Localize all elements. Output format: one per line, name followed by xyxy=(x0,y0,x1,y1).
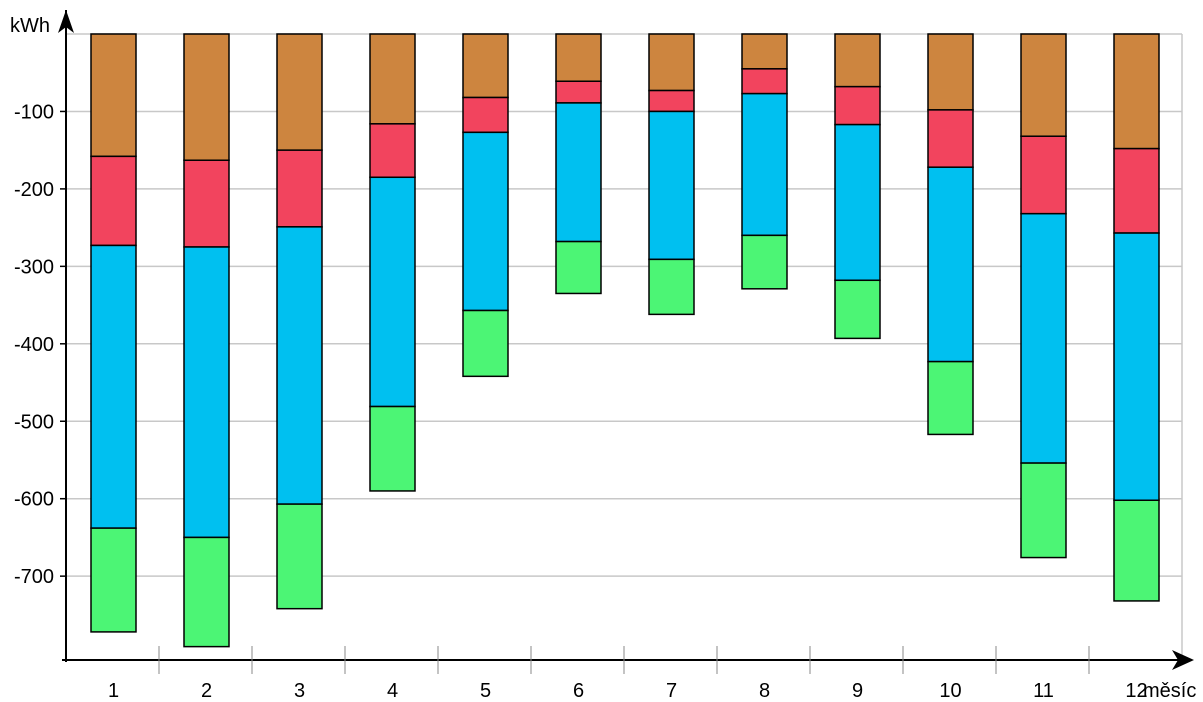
bar-stack xyxy=(276,33,323,610)
bar-stack xyxy=(834,33,881,340)
bar-segment xyxy=(741,234,788,290)
bar-segment xyxy=(90,155,137,247)
x-tick-label: 11 xyxy=(1033,680,1054,702)
x-tick-label: 2 xyxy=(201,680,212,702)
bar-segment xyxy=(462,131,509,312)
bar-segment xyxy=(462,33,509,99)
bar-segment xyxy=(1020,212,1067,464)
bar-segment xyxy=(183,536,230,648)
y-tick-label: -700 xyxy=(14,566,54,588)
bar-segment xyxy=(834,85,881,126)
x-tick-label: 4 xyxy=(387,680,398,702)
y-tick-label: -300 xyxy=(14,256,54,278)
y-tick-label: -200 xyxy=(14,179,54,201)
bar-segment xyxy=(648,110,695,261)
bar-segment xyxy=(1113,33,1160,150)
bar-segment xyxy=(90,527,137,633)
y-axis-arrow-icon xyxy=(58,10,74,33)
bar-segment xyxy=(1020,135,1067,215)
x-tick-label: 1 xyxy=(108,680,119,702)
bar-segment xyxy=(276,33,323,151)
bar-stacks xyxy=(90,33,1160,648)
bar-segment xyxy=(183,246,230,539)
bar-segment xyxy=(927,166,974,363)
bar-segment xyxy=(1113,499,1160,602)
bar-segment xyxy=(276,226,323,505)
bar-stack xyxy=(462,33,509,378)
bar-segment xyxy=(648,258,695,316)
bar-segment xyxy=(276,503,323,610)
bar-segment xyxy=(555,102,602,243)
y-tick-label: -500 xyxy=(14,411,54,433)
bar-segment xyxy=(927,109,974,168)
bar-segment xyxy=(1113,232,1160,501)
bar-segment xyxy=(90,244,137,529)
bar-segment xyxy=(462,96,509,134)
bar-segment xyxy=(462,309,509,378)
bar-segment xyxy=(555,240,602,295)
bar-segment xyxy=(555,80,602,104)
x-tick-label: 7 xyxy=(666,680,677,702)
bar-segment xyxy=(741,33,788,70)
axes: kWh měsíc xyxy=(10,10,1196,702)
bar-stack xyxy=(369,33,416,492)
bar-stack xyxy=(1113,33,1160,602)
bar-segment xyxy=(183,159,230,248)
bar-segment xyxy=(1113,147,1160,234)
bar-segment xyxy=(555,33,602,82)
x-tick-label: 10 xyxy=(939,680,961,702)
bar-segment xyxy=(90,33,137,158)
bar-stack xyxy=(927,33,974,436)
bar-segment xyxy=(741,92,788,237)
bar-segment xyxy=(1020,462,1067,559)
x-axis-title: měsíc xyxy=(1143,680,1196,702)
bar-segment xyxy=(648,89,695,113)
x-tick-label: 12 xyxy=(1125,680,1147,702)
y-tick-label: -600 xyxy=(14,489,54,511)
bar-segment xyxy=(369,176,416,408)
bar-segment xyxy=(276,149,323,228)
bar-segment xyxy=(648,33,695,92)
x-tick-label: 9 xyxy=(852,680,863,702)
bar-stack xyxy=(90,33,137,633)
bar-stack xyxy=(1020,33,1067,559)
x-axis-arrow-icon xyxy=(1172,650,1194,670)
y-axis-title: kWh xyxy=(10,15,50,37)
gridlines xyxy=(66,33,1183,660)
bar-segment xyxy=(927,33,974,111)
y-tick-label: -100 xyxy=(14,101,54,123)
x-tick-label: 8 xyxy=(759,680,770,702)
bar-segment xyxy=(927,360,974,436)
bar-stack xyxy=(648,33,695,316)
bar-segment xyxy=(834,279,881,340)
bar-segment xyxy=(741,68,788,95)
y-tick-label: -400 xyxy=(14,334,54,356)
bar-stack xyxy=(555,33,602,295)
bar-segment xyxy=(183,33,230,161)
bar-segment xyxy=(369,33,416,125)
x-tick-label: 3 xyxy=(294,680,305,702)
bar-stack xyxy=(741,33,788,290)
bar-segment xyxy=(1020,33,1067,137)
bar-stack xyxy=(183,33,230,648)
bar-segment xyxy=(369,123,416,179)
x-tick-label: 6 xyxy=(573,680,584,702)
bar-segment xyxy=(369,405,416,492)
bar-segment xyxy=(834,123,881,282)
x-tick-label: 5 xyxy=(480,680,491,702)
bar-segment xyxy=(834,33,881,88)
